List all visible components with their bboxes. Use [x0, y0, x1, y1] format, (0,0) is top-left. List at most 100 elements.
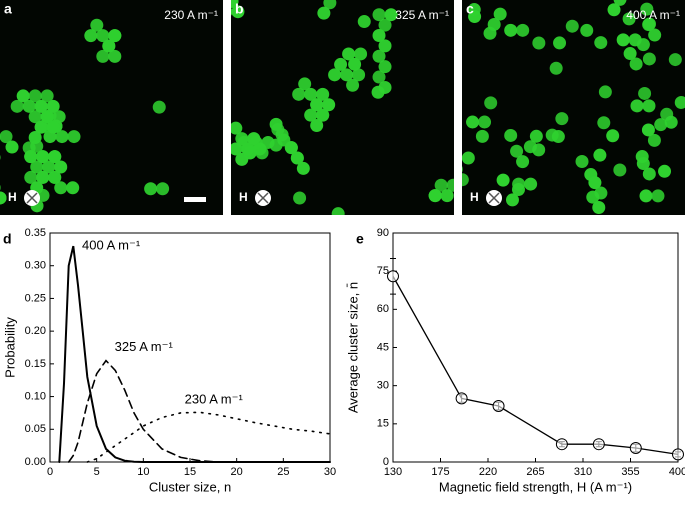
field-direction-cross: [257, 192, 269, 204]
particle: [354, 47, 368, 61]
particle: [235, 152, 249, 166]
particle: [296, 161, 310, 175]
particle: [462, 151, 475, 165]
particle: [0, 185, 1, 191]
particle: [0, 130, 13, 144]
series-label: 325 A m⁻¹: [115, 339, 174, 354]
particle: [648, 28, 662, 42]
y-tick-label: 90: [377, 227, 389, 239]
particle: [28, 130, 42, 144]
particle: [16, 89, 30, 103]
particle: [231, 121, 243, 135]
particle: [654, 118, 668, 132]
particle: [34, 99, 48, 113]
particle: [46, 99, 60, 113]
data-point: [387, 270, 399, 283]
particle: [668, 53, 682, 67]
particle: [493, 7, 507, 21]
panel-label: e: [356, 231, 364, 247]
data-point: [455, 392, 468, 405]
x-tick-label: 5: [94, 466, 100, 478]
particle: [516, 155, 530, 169]
particle: [271, 123, 285, 137]
x-axis-label: Magnetic field strength, H (A m⁻¹): [439, 479, 632, 494]
particle: [310, 98, 324, 112]
particle: [642, 99, 656, 113]
particle: [317, 6, 331, 20]
y-tick-label: 0.20: [25, 325, 46, 337]
particle: [90, 18, 104, 32]
data-point: [555, 438, 568, 451]
series-line: [58, 245, 331, 463]
micrograph: [231, 0, 454, 215]
panel-label: d: [3, 231, 12, 247]
scale-bar: [184, 197, 206, 202]
micrograph: [462, 0, 685, 215]
series-label: 230 A m⁻¹: [185, 391, 244, 406]
particle: [304, 87, 318, 101]
particle: [28, 110, 42, 124]
particle: [478, 115, 492, 129]
particle: [532, 36, 546, 50]
particle: [156, 182, 170, 196]
particle: [384, 8, 398, 22]
particle: [67, 130, 81, 144]
particle: [504, 23, 518, 37]
particle: [22, 141, 36, 155]
particle: [372, 49, 386, 63]
particle: [48, 150, 62, 164]
particle: [598, 85, 612, 99]
x-tick-label: 30: [324, 466, 336, 478]
particle: [622, 12, 636, 26]
particle: [54, 181, 68, 195]
particle: [293, 191, 307, 205]
particle: [348, 57, 362, 71]
particle: [565, 19, 579, 33]
particle: [96, 29, 110, 43]
y-tick-label: 0.25: [25, 292, 46, 304]
particle: [40, 89, 54, 103]
y-tick-label: 45: [377, 341, 389, 353]
particle: [549, 61, 563, 75]
particle: [553, 36, 567, 50]
particle: [36, 150, 50, 164]
particle: [144, 182, 158, 196]
particle: [660, 107, 674, 121]
particle: [36, 170, 50, 184]
particle: [428, 189, 442, 203]
x-tick-label: 15: [184, 466, 196, 478]
particle: [316, 87, 330, 101]
y-axis-label: Probability: [2, 317, 17, 378]
particle: [607, 3, 621, 17]
particle: [108, 49, 122, 63]
y-tick-label: 0.10: [25, 390, 46, 402]
x-tick-label: 25: [277, 466, 289, 478]
particle: [580, 23, 594, 37]
y-tick-label: 15: [377, 418, 389, 430]
particle: [352, 68, 366, 82]
y-tick-label: 0.00: [25, 456, 46, 468]
y-axis-label: Average cluster size, n̄: [345, 282, 360, 413]
particle: [0, 191, 7, 205]
particle: [484, 96, 498, 110]
particle: [516, 23, 530, 37]
particle: [505, 193, 519, 207]
particle: [52, 110, 66, 124]
particle: [630, 99, 644, 113]
panel-label: c: [466, 1, 474, 17]
micrograph: [0, 0, 223, 215]
particle: [575, 154, 589, 168]
particle: [642, 167, 656, 181]
particle: [241, 142, 255, 156]
particle: [231, 7, 233, 16]
particle: [588, 176, 602, 190]
field-label: 325 A m⁻¹: [395, 8, 449, 22]
particle: [322, 98, 336, 112]
field-symbol: H: [8, 190, 17, 204]
particle: [42, 160, 56, 174]
particle: [0, 154, 1, 160]
x-tick-label: 220: [479, 466, 497, 478]
particle: [231, 5, 245, 19]
particle: [340, 68, 354, 82]
particle: [292, 87, 306, 101]
